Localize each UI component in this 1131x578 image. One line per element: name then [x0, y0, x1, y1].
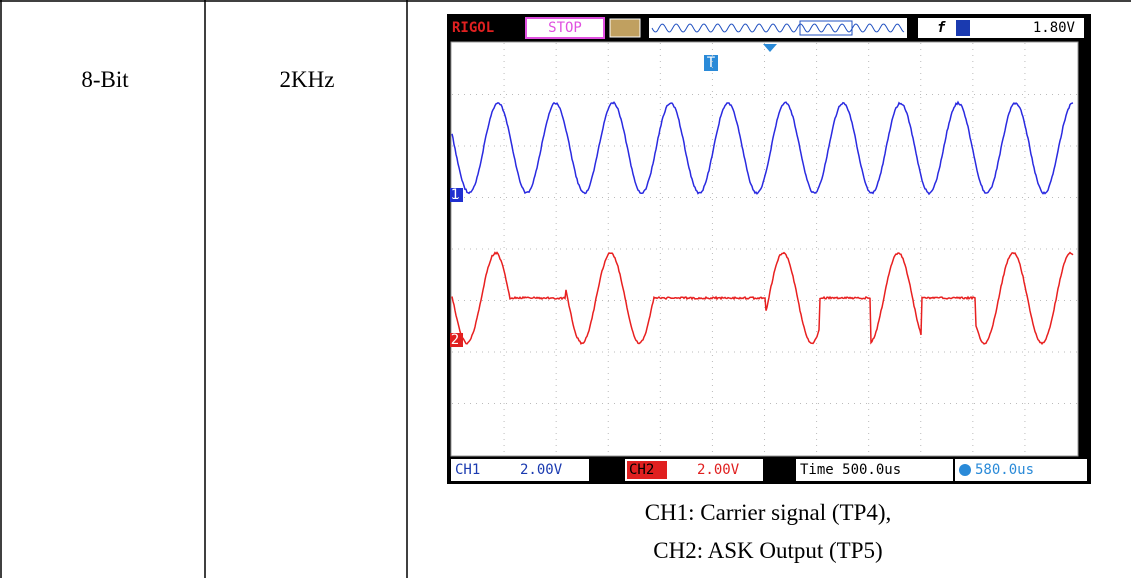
- trigger-offset: 580.0us: [975, 462, 1034, 478]
- trigger-edge-icon: f: [937, 20, 946, 36]
- caption-line: CH1: Carrier signal (TP4),: [645, 500, 892, 525]
- trigger-source-icon: [956, 20, 970, 36]
- bits-cell: 8-Bit: [81, 67, 129, 92]
- ch1-label: CH1: [455, 462, 480, 478]
- trigger-marker: T: [707, 55, 716, 71]
- waveform-thumbnail: [649, 18, 907, 38]
- caption-line: CH2: ASK Output (TP5): [653, 538, 882, 563]
- brand: RIGOL: [452, 20, 494, 36]
- trigger-offset-icon: [959, 464, 971, 476]
- timebase: Time 500.0us: [800, 462, 901, 478]
- ch2-label: CH2: [629, 462, 654, 478]
- status: STOP: [548, 20, 582, 36]
- document: 8-Bit 2KHz CH1: Carrier signal (TP4), CH…: [0, 0, 1131, 578]
- ch2-marker: 2: [451, 332, 459, 348]
- memory-icon: [610, 19, 640, 37]
- oscilloscope-screenshot: RIGOL STOP f 1.80V T 1 2 CH1 2.00V CH2 2…: [447, 14, 1091, 484]
- ch1-scale: 2.00V: [520, 462, 563, 478]
- trigger-level: 1.80V: [1033, 20, 1076, 36]
- ch2-scale: 2.00V: [697, 462, 740, 478]
- ch1-marker: 1: [451, 187, 459, 203]
- frequency-cell: 2KHz: [280, 67, 335, 92]
- page: 8-Bit 2KHz CH1: Carrier signal (TP4), CH…: [0, 0, 1131, 578]
